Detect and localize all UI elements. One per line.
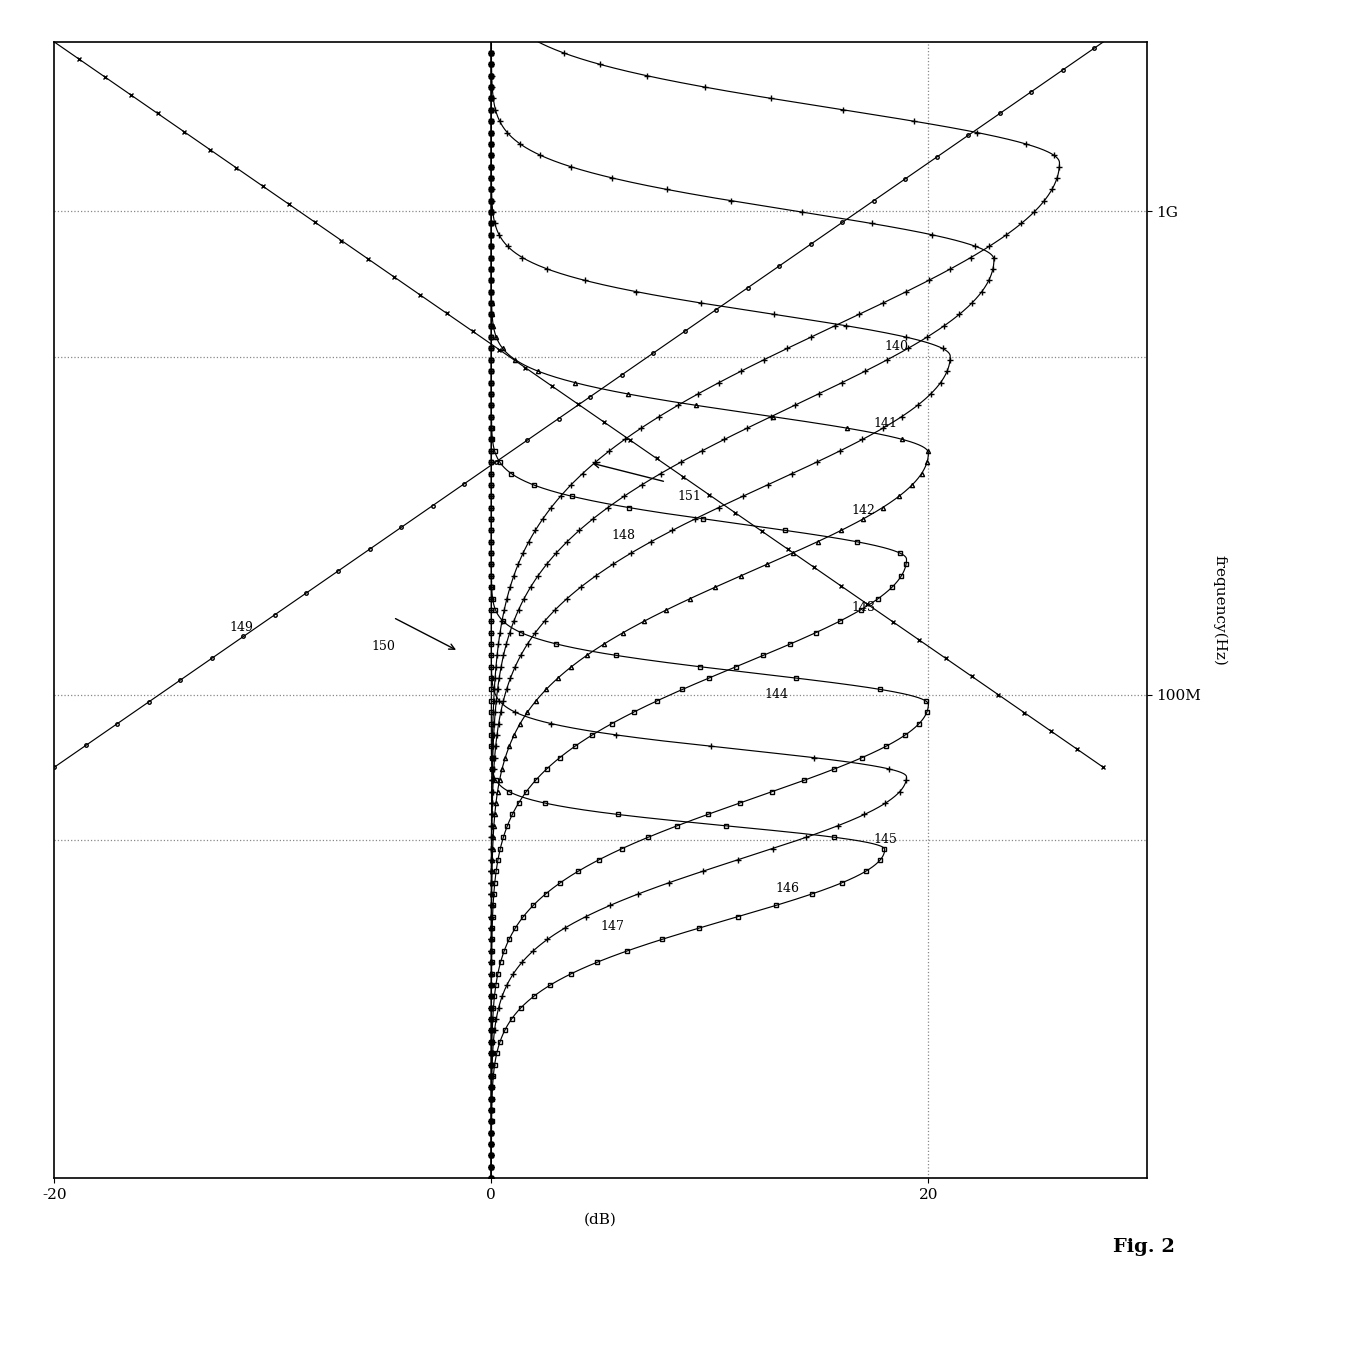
Text: 146: 146: [775, 882, 799, 895]
Y-axis label: frequency(Hz): frequency(Hz): [1212, 555, 1227, 666]
Text: 144: 144: [764, 688, 788, 701]
Text: Fig. 2: Fig. 2: [1112, 1238, 1174, 1256]
Text: 143: 143: [852, 601, 876, 614]
Text: 150: 150: [371, 640, 396, 653]
Text: 141: 141: [873, 417, 898, 431]
Text: 142: 142: [852, 505, 876, 517]
Text: 147: 147: [601, 921, 625, 933]
Text: 148: 148: [612, 529, 636, 541]
Text: 151: 151: [678, 490, 701, 504]
Text: 149: 149: [230, 621, 252, 633]
Text: 145: 145: [873, 833, 898, 846]
Text: 140: 140: [884, 340, 909, 354]
X-axis label: (dB): (dB): [585, 1214, 617, 1227]
